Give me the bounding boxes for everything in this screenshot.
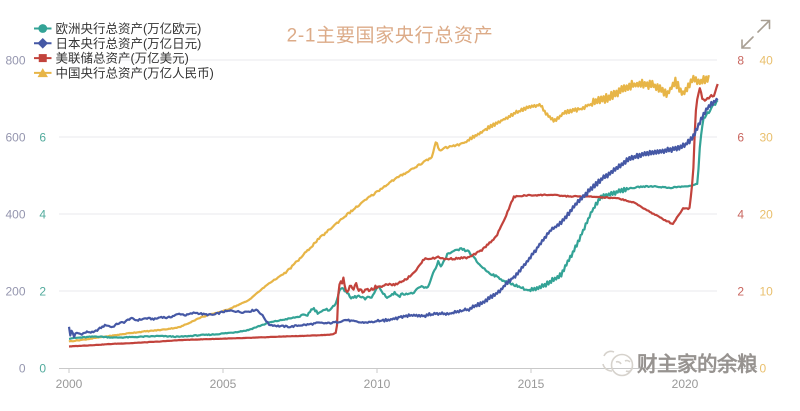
svg-text:2-1主要国家央行总资产: 2-1主要国家央行总资产 [287,25,494,47]
svg-text:8: 8 [737,54,744,68]
svg-text:中国央行总资产(万亿人民币): 中国央行总资产(万亿人民币) [56,65,214,80]
svg-text:2010: 2010 [364,377,391,391]
svg-text:2: 2 [39,285,46,299]
svg-text:日本央行总资产(万亿日元): 日本央行总资产(万亿日元) [56,36,202,51]
svg-text:2000: 2000 [56,377,83,391]
svg-text:200: 200 [5,285,25,299]
svg-text:2015: 2015 [518,377,545,391]
svg-text:2020: 2020 [672,377,699,391]
svg-text:0: 0 [760,362,767,376]
svg-text:800: 800 [5,54,25,68]
svg-text:4: 4 [737,208,744,222]
svg-text:600: 600 [5,131,25,145]
svg-text:欧洲央行总资产(万亿欧元): 欧洲央行总资产(万亿欧元) [56,21,202,36]
svg-text:4: 4 [39,208,46,222]
svg-text:2005: 2005 [210,377,237,391]
svg-text:美联储总资产(万亿美元): 美联储总资产(万亿美元) [56,51,189,66]
svg-text:6: 6 [39,131,46,145]
svg-text:40: 40 [760,54,774,68]
svg-text:400: 400 [5,208,25,222]
svg-text:30: 30 [760,131,774,145]
svg-text:0: 0 [39,362,46,376]
svg-text:财主家的余粮: 财主家的余粮 [637,352,758,376]
svg-text:20: 20 [760,208,774,222]
svg-text:10: 10 [760,285,774,299]
svg-text:0: 0 [19,362,26,376]
svg-text:6: 6 [737,131,744,145]
svg-text:2: 2 [737,285,744,299]
